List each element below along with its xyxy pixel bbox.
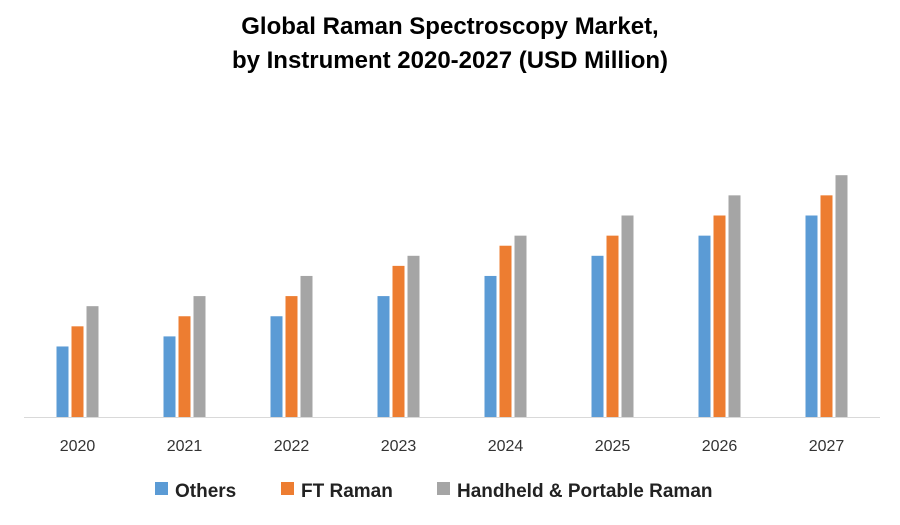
bar-ft-raman-2024: [499, 245, 512, 417]
bar-ft-raman-2027: [820, 195, 833, 417]
bar-handheld-portable-raman-2022: [300, 275, 313, 417]
title-line-1: Global Raman Spectroscopy Market,: [241, 13, 659, 40]
x-tick-label: 2023: [381, 438, 417, 455]
bar-ft-raman-2022: [285, 296, 298, 417]
bar-handheld-portable-raman-2027: [835, 175, 848, 417]
x-tick-label: 2027: [809, 438, 845, 455]
x-tick-label: 2022: [274, 438, 310, 455]
bar-others-2026: [698, 235, 711, 417]
bar-ft-raman-2020: [71, 326, 84, 417]
legend-swatch-1: [281, 482, 294, 495]
bar-handheld-portable-raman-2020: [86, 306, 99, 417]
x-tick-label: 2024: [488, 438, 524, 455]
legend-swatch-0: [155, 482, 168, 495]
bar-handheld-portable-raman-2026: [728, 195, 741, 417]
legend-label: FT Raman: [301, 481, 393, 502]
legend-label: Handheld & Portable Raman: [457, 481, 713, 502]
bar-handheld-portable-raman-2023: [407, 255, 420, 417]
chart-title: Global Raman Spectroscopy Market, by Ins…: [0, 10, 900, 78]
bar-ft-raman-2023: [392, 265, 405, 417]
x-tick-label: 2026: [702, 438, 738, 455]
bar-others-2024: [484, 275, 497, 417]
bar-handheld-portable-raman-2021: [193, 296, 206, 417]
bar-ft-raman-2021: [178, 316, 191, 417]
bar-others-2023: [377, 296, 390, 417]
bar-ft-raman-2025: [606, 235, 619, 417]
x-tick-label: 2025: [595, 438, 631, 455]
title-line-2: by Instrument 2020-2027 (USD Million): [231, 47, 669, 74]
bar-others-2025: [591, 255, 604, 417]
bar-handheld-portable-raman-2025: [621, 215, 634, 417]
bar-others-2027: [805, 215, 818, 417]
x-tick-label: 2020: [60, 438, 96, 455]
bar-others-2020: [56, 346, 69, 417]
bar-ft-raman-2026: [713, 215, 726, 417]
bar-handheld-portable-raman-2024: [514, 235, 527, 417]
legend-swatch-2: [437, 482, 450, 495]
x-tick-label: 2021: [167, 438, 203, 455]
legend-label: Others: [175, 481, 236, 502]
bar-others-2022: [270, 316, 283, 417]
bar-others-2021: [163, 336, 176, 417]
